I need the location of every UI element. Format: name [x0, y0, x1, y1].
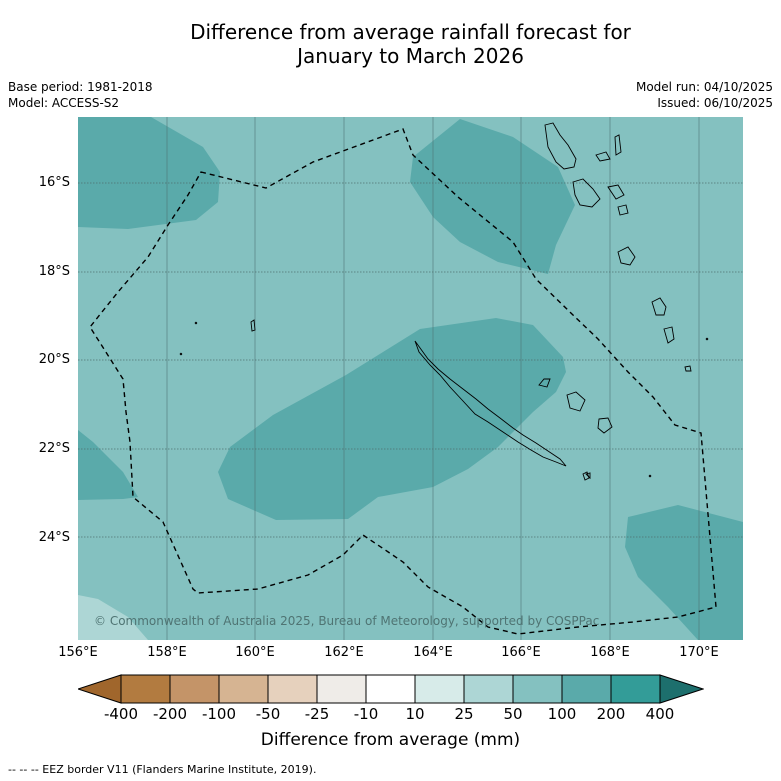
lat-label-16s: 16°S — [38, 175, 70, 190]
island-chesterfield — [250, 319, 256, 332]
region-100-200-southeast — [625, 505, 743, 640]
lat-label-24s: 24°S — [38, 530, 70, 545]
meta-right: Model run: 04/10/2025 Issued: 06/10/2025 — [636, 79, 773, 111]
islet-3 — [648, 474, 652, 478]
eez-legend: -- -- -- EEZ border V11 (Flanders Marine… — [8, 763, 317, 776]
colorbar-cell-4 — [316, 674, 367, 704]
eez-border — [89, 128, 717, 635]
lon-label-166e: 166°E — [501, 645, 541, 660]
islet-2 — [179, 352, 183, 356]
colorbar-cell-3 — [267, 674, 318, 704]
grande-terre-outline — [414, 340, 567, 467]
graticule — [78, 117, 743, 640]
colorbar-cell-10 — [610, 674, 661, 704]
coastline-small-islands — [179, 319, 709, 480]
colorbar-tick-label: 100 — [547, 705, 577, 723]
island-tanna — [663, 326, 675, 344]
colorbar-cell-5 — [365, 674, 416, 704]
colorbar-tick-label: 200 — [596, 705, 626, 723]
colorbar-cell-8 — [512, 674, 563, 704]
lon-label-156e: 156°E — [58, 645, 98, 660]
island-epi — [617, 204, 629, 216]
island-efate — [617, 246, 636, 266]
island-pentecost — [607, 184, 625, 200]
region-100-200-central — [218, 318, 566, 520]
chart-title: Difference from average rainfall forecas… — [0, 20, 781, 68]
coastline-new-caledonia — [414, 340, 613, 481]
colorbar-cell-7 — [463, 674, 514, 704]
colorbar-cell-0 — [120, 674, 171, 704]
island-erromango — [651, 297, 667, 316]
copyright-notice: © Commonwealth of Australia 2025, Bureau… — [94, 614, 600, 628]
island-espiritu-santo — [544, 122, 577, 170]
lat-label-20s: 20°S — [38, 352, 70, 367]
island-ambae — [595, 151, 611, 162]
colorbar-cell-2 — [218, 674, 269, 704]
colorbar-tick-label: -100 — [201, 705, 237, 723]
island-maewo — [614, 134, 622, 156]
lon-label-160e: 160°E — [235, 645, 275, 660]
island-walpole — [585, 472, 591, 480]
region-25-50-southwest — [78, 595, 148, 640]
map-canvas — [78, 117, 743, 640]
colorbar-tick-label: -50 — [255, 705, 281, 723]
island-malekula — [572, 178, 601, 208]
island-ouvea — [538, 378, 551, 388]
island-lifou — [566, 391, 586, 412]
meta-left: Base period: 1981-2018 Model: ACCESS-S2 — [8, 79, 153, 111]
colorbar-tick-label: 50 — [503, 705, 523, 723]
colorbar-tick-label: -10 — [353, 705, 379, 723]
lon-label-168e: 168°E — [590, 645, 630, 660]
colorbar-title: Difference from average (mm) — [260, 730, 521, 750]
model-run: Model run: 04/10/2025 — [635, 80, 773, 94]
title-line-1: Difference from average rainfall forecas… — [190, 20, 631, 44]
lat-label-18s: 18°S — [38, 264, 70, 279]
colorbar-extend-high — [659, 674, 704, 704]
lat-label-22s: 22°S — [38, 441, 70, 456]
colorbar-cell-1 — [169, 674, 220, 704]
islet-4 — [705, 337, 709, 341]
colorbar-extend-low — [78, 674, 122, 704]
colorbar-cell-9 — [561, 674, 612, 704]
coastline-vanuatu — [544, 122, 692, 372]
lon-label-170e: 170°E — [679, 645, 719, 660]
islet-1 — [194, 321, 198, 325]
region-100-200-west — [78, 430, 138, 500]
colorbar-tick-label: 400 — [645, 705, 675, 723]
issued-date: Issued: 06/10/2025 — [657, 96, 773, 110]
colorbar-tick-label: -200 — [152, 705, 188, 723]
lon-label-164e: 164°E — [413, 645, 453, 660]
colorbar-tick-label: 10 — [405, 705, 425, 723]
model-name: Model: ACCESS-S2 — [8, 96, 120, 110]
title-line-2: January to March 2026 — [297, 44, 524, 68]
island-aneityum — [684, 365, 692, 372]
lon-label-158e: 158°E — [147, 645, 187, 660]
colorbar-cell-6 — [414, 674, 465, 704]
colorbar-tick-label: -25 — [304, 705, 330, 723]
lon-label-162e: 162°E — [324, 645, 364, 660]
colorbar — [78, 674, 704, 704]
colorbar-tick-label: -400 — [103, 705, 139, 723]
rainfall-map: © Commonwealth of Australia 2025, Bureau… — [78, 117, 743, 640]
colorbar-tick-label: 25 — [454, 705, 474, 723]
base-period: Base period: 1981-2018 — [8, 80, 153, 94]
island-mare — [597, 417, 613, 434]
island-ile-des-pins — [582, 471, 590, 481]
region-100-200-north — [410, 119, 575, 274]
